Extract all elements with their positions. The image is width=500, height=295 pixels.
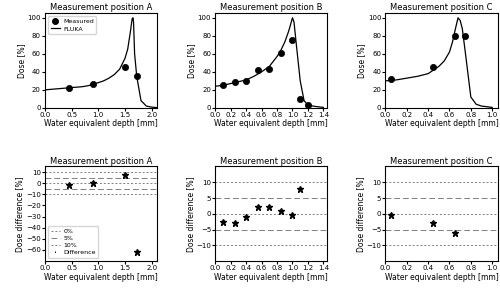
Title: Measurement position C: Measurement position C <box>390 157 492 166</box>
Y-axis label: Dose difference [%]: Dose difference [%] <box>16 176 24 252</box>
Legend: 0%, 5%, 10%, Difference: 0%, 5%, 10%, Difference <box>48 226 98 258</box>
Y-axis label: Dose difference [%]: Dose difference [%] <box>356 176 365 252</box>
Title: Measurement position B: Measurement position B <box>220 157 322 166</box>
X-axis label: Water equivalent depth [mm]: Water equivalent depth [mm] <box>214 119 328 128</box>
Title: Measurement position A: Measurement position A <box>50 157 152 166</box>
Legend: Measured, FLUKA: Measured, FLUKA <box>48 17 96 34</box>
X-axis label: Water equivalent depth [mm]: Water equivalent depth [mm] <box>384 119 498 128</box>
X-axis label: Water equivalent depth [mm]: Water equivalent depth [mm] <box>44 119 158 128</box>
Y-axis label: Dose [%]: Dose [%] <box>17 43 26 78</box>
X-axis label: Water equivalent depth [mm]: Water equivalent depth [mm] <box>214 273 328 282</box>
Title: Measurement position B: Measurement position B <box>220 4 322 12</box>
Title: Measurement position A: Measurement position A <box>50 4 152 12</box>
X-axis label: Water equivalent depth [mm]: Water equivalent depth [mm] <box>44 273 158 282</box>
Title: Measurement position C: Measurement position C <box>390 4 492 12</box>
X-axis label: Water equivalent depth [mm]: Water equivalent depth [mm] <box>384 273 498 282</box>
Y-axis label: Dose [%]: Dose [%] <box>358 43 366 78</box>
Y-axis label: Dose [%]: Dose [%] <box>187 43 196 78</box>
Y-axis label: Dose difference [%]: Dose difference [%] <box>186 176 195 252</box>
